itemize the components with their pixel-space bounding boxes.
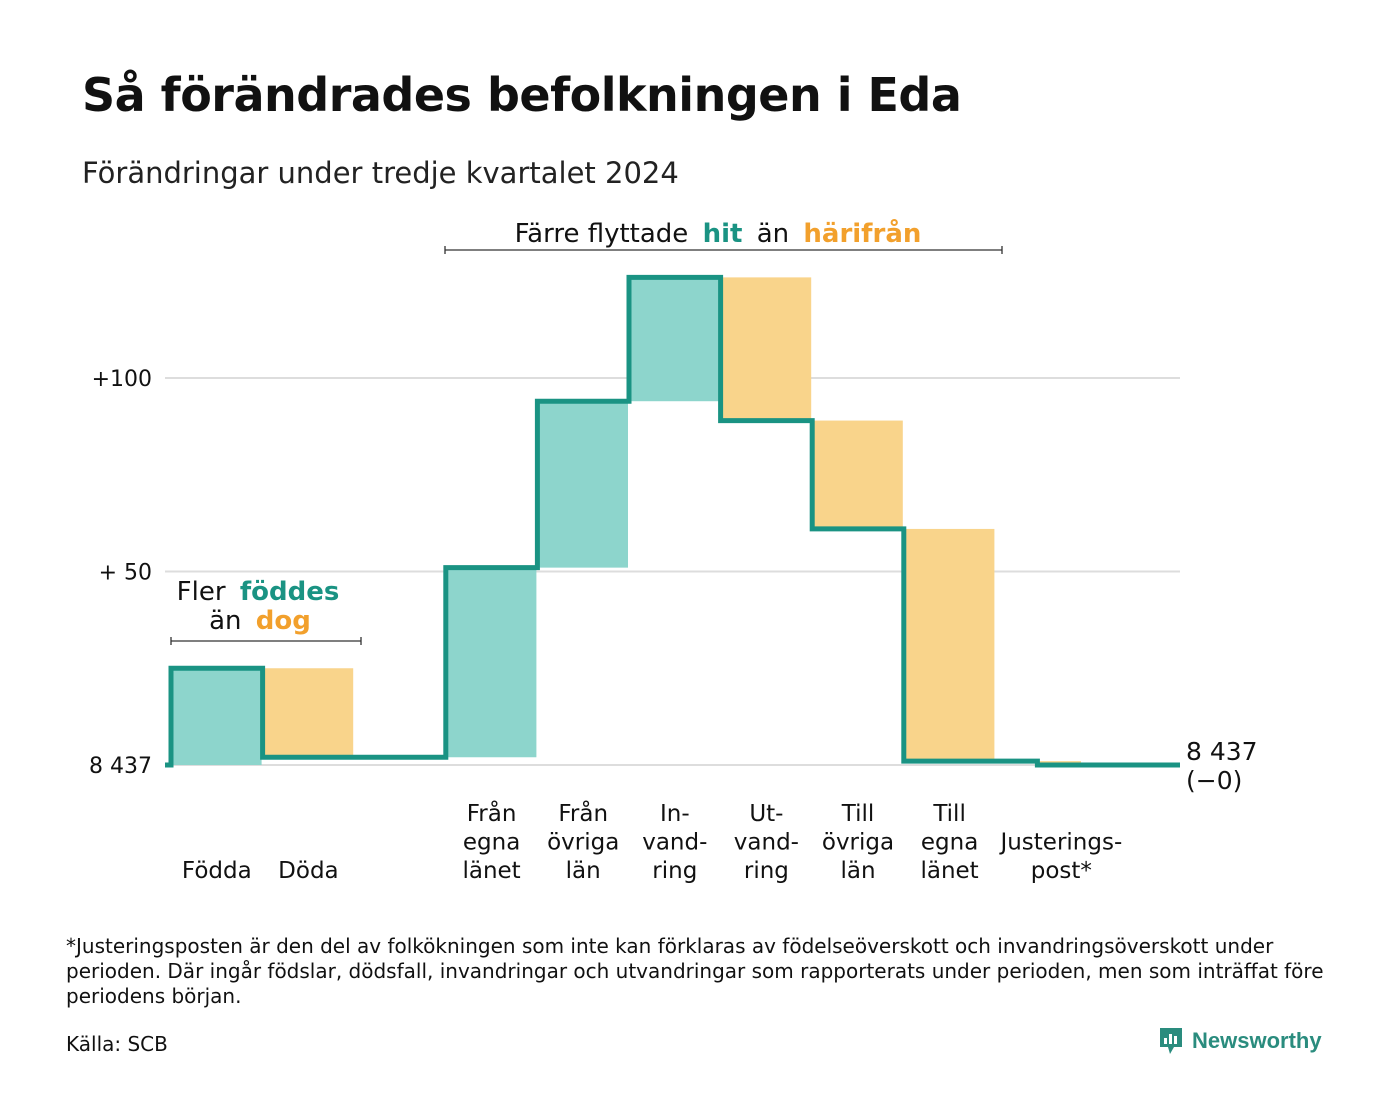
newsworthy-logo: Newsworthy [1158,1026,1322,1056]
y-tick-label: +100 [92,367,152,392]
bar-utvandring [722,277,812,421]
category-label-till-ovriga: Till [841,801,875,827]
bar-fodda [173,668,262,765]
category-label-fran-ovriga: övriga [547,830,619,856]
bar-layer [173,277,1081,765]
births-annotation: Fler föddes än dog [170,577,362,645]
category-label-till-ovriga: län [840,858,875,884]
bar-till-egna [905,528,995,762]
svg-text:Färre flyttade hit: Färre flyttade hit än härifrån [515,217,922,249]
moves-annotation-prefix: Färre flyttade [515,219,689,249]
category-label-invandring: ring [652,858,697,884]
bar-invandring [631,277,720,402]
chart-subtitle: Förändringar under tredje kvartalet 2024 [82,156,679,190]
moves-annotation: Färre flyttade hit än härifrån [444,217,1003,254]
births-annotation-prefix: Fler [177,577,226,607]
category-label-doda: Döda [278,858,338,884]
category-label-till-ovriga: övriga [822,830,894,856]
category-label-fran-egna: Från [467,799,517,827]
step-line [165,274,1180,768]
bar-fran-ovriga [539,401,628,568]
category-label-utvandring: vand- [734,830,799,856]
step-line-layer [165,274,1180,768]
category-label-invandring: In- [660,801,690,827]
category-label-fran-egna: länet [462,858,520,884]
category-label-till-egna: Till [932,801,966,827]
category-label-till-egna: länet [920,858,978,884]
moves-annotation-orange: härifrån [803,217,921,249]
births-annotation-orange: dog [256,606,311,636]
bar-till-ovriga [814,420,903,529]
category-label-fran-ovriga: Från [558,799,608,827]
moves-bracket [444,246,1003,254]
category-label-justering: post* [1031,858,1092,884]
category-label-fodda: Födda [182,858,252,884]
chart-title: Så förändrades befolkningen i Eda [82,68,962,122]
births-annotation-mid: än [209,606,241,636]
category-label-invandring: vand- [642,830,707,856]
end-change-label: (−0) [1186,766,1242,795]
newsworthy-logo-icon [1160,1028,1182,1054]
births-annotation-green: föddes [240,577,340,607]
end-value-label: 8 437 [1186,737,1258,766]
category-label-justering: Justerings- [998,830,1122,856]
category-label-fran-egna: egna [463,830,520,856]
category-label-fran-ovriga: län [566,858,601,884]
footnote: *Justeringsposten är den del av folkökni… [66,934,1324,1008]
svg-text:Fler föddes: Fler föddes [177,577,340,607]
moves-annotation-green: hit [703,219,743,249]
brand-name: Newsworthy [1192,1028,1322,1053]
bar-doda [264,668,354,758]
source-label: Källa: SCB [66,1032,168,1056]
moves-annotation-mid: än [757,219,789,249]
bar-fran-egna [447,567,537,758]
category-label-utvandring: ring [744,858,789,884]
category-label-utvandring: Ut- [749,801,783,827]
svg-text:än dog: än dog [209,606,311,636]
y-tick-label: + 50 [99,561,152,586]
category-label-till-egna: egna [921,830,978,856]
y-tick-label: 8 437 [89,754,152,779]
births-bracket [170,637,362,645]
